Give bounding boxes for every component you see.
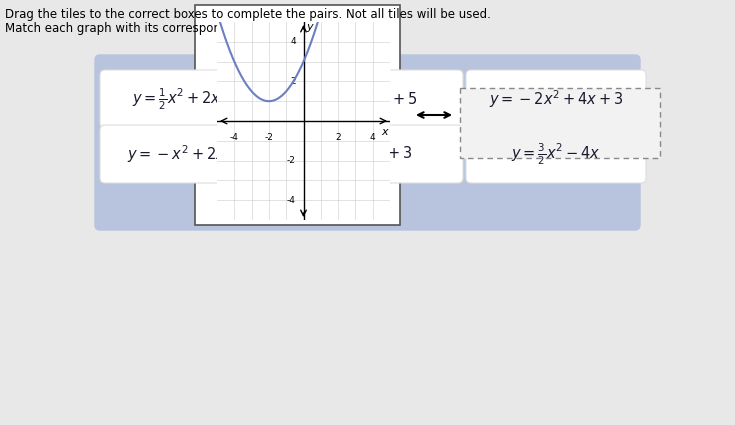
Text: Match each graph with its corresponding equation.: Match each graph with its corresponding … [5, 22, 306, 35]
Bar [195, 5, 400, 225]
Text: -4: -4 [230, 133, 239, 142]
Text: $y = -x^2 + 2x + 4$: $y = -x^2 + 2x + 4$ [127, 143, 253, 165]
Text: -2: -2 [265, 133, 273, 142]
Text: x: x [381, 127, 388, 137]
Text: $y = -2x^2 + 4x + 3$: $y = -2x^2 + 4x + 3$ [489, 88, 623, 110]
FancyBboxPatch shape [95, 55, 640, 230]
FancyBboxPatch shape [466, 125, 646, 183]
Text: 2: 2 [335, 133, 341, 142]
Text: -2: -2 [287, 156, 295, 165]
Text: $y = \frac{1}{2}x^2 + 2x + 3$: $y = \frac{1}{2}x^2 + 2x + 3$ [132, 86, 248, 112]
Text: $y = \frac{1}{2}x^2 + 3$: $y = \frac{1}{2}x^2 + 3$ [333, 142, 413, 167]
Text: $y = \frac{3}{2}x^2 - 4x$: $y = \frac{3}{2}x^2 - 4x$ [511, 142, 600, 167]
Text: -4: -4 [287, 196, 295, 205]
Text: 4: 4 [290, 37, 295, 46]
FancyBboxPatch shape [283, 125, 463, 183]
Text: y: y [306, 22, 313, 32]
FancyBboxPatch shape [466, 70, 646, 128]
FancyBboxPatch shape [100, 125, 280, 183]
Text: $y = -x^2 + 5$: $y = -x^2 + 5$ [329, 88, 417, 110]
Text: Drag the tiles to the correct boxes to complete the pairs. Not all tiles will be: Drag the tiles to the correct boxes to c… [5, 8, 491, 21]
Text: 2: 2 [290, 77, 295, 86]
Text: 4: 4 [370, 133, 376, 142]
FancyBboxPatch shape [283, 70, 463, 128]
Bar [460, 88, 660, 158]
FancyBboxPatch shape [100, 70, 280, 128]
